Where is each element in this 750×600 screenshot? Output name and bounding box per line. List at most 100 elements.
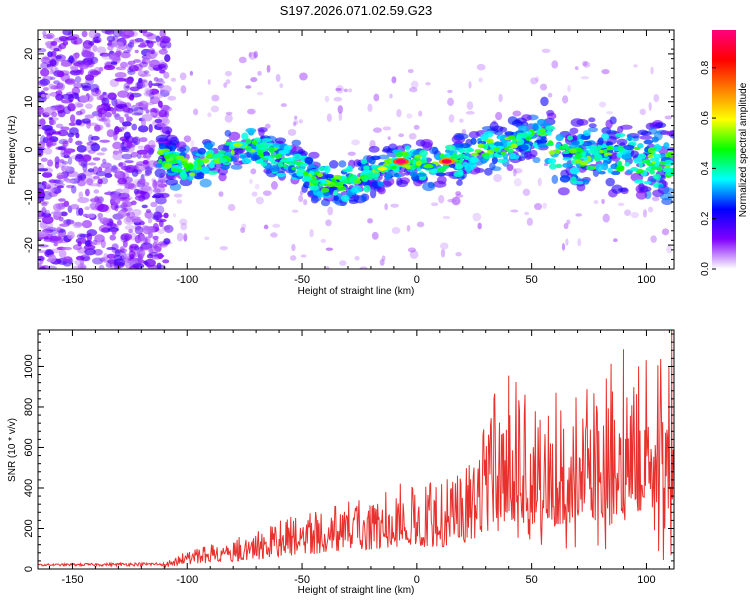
signal-cell [651, 160, 657, 164]
noise-cell [156, 180, 164, 188]
noise-cell [115, 171, 121, 176]
signal-cell [321, 180, 328, 184]
noise-cell [42, 55, 49, 63]
noise-cell [86, 178, 94, 186]
signal-cell [194, 175, 205, 180]
noise-cell [373, 93, 380, 102]
noise-cell [131, 38, 140, 44]
signal-cell [470, 152, 479, 157]
noise-cell [55, 93, 64, 101]
noise-cell [143, 70, 150, 75]
noise-cell [155, 218, 167, 223]
noise-cell [127, 41, 135, 48]
noise-cell [347, 151, 356, 156]
noise-cell [425, 82, 431, 86]
noise-cell [112, 56, 121, 62]
noise-cell [75, 110, 83, 116]
signal-cell [269, 165, 280, 172]
noise-cell [247, 108, 256, 115]
noise-cell [134, 235, 142, 244]
noise-cell [81, 220, 93, 229]
signal-cell [532, 123, 539, 132]
noise-cell [77, 174, 83, 181]
noise-cell [210, 105, 220, 113]
noise-cell [256, 91, 264, 96]
noise-cell [89, 83, 100, 93]
noise-cell [164, 54, 171, 63]
y-tick-label: 800 [23, 398, 35, 416]
signal-cell [338, 160, 347, 168]
signal-cell [499, 126, 508, 133]
noise-cell [102, 91, 107, 96]
noise-cell [60, 61, 72, 67]
noise-cell [266, 64, 271, 73]
signal-cell [540, 136, 547, 140]
signal-cell [547, 158, 557, 164]
signal-cell [591, 150, 600, 156]
noise-cell [292, 121, 297, 127]
signal-cell [155, 134, 169, 143]
signal-cell [363, 185, 371, 193]
noise-cell [62, 219, 75, 225]
noise-cell [112, 152, 124, 161]
noise-cell [121, 176, 133, 184]
snr-series-line [38, 330, 674, 569]
signal-cell [587, 127, 599, 133]
signal-cell [272, 143, 281, 148]
noise-cell [103, 253, 109, 261]
noise-cell [96, 112, 101, 121]
noise-cell [104, 30, 115, 35]
noise-cell [653, 94, 660, 103]
noise-cell [166, 41, 172, 49]
noise-cell [135, 102, 144, 107]
noise-cell [110, 167, 120, 173]
noise-cell [77, 263, 87, 269]
y-tick-label: 1000 [23, 354, 35, 378]
noise-cell [112, 141, 123, 150]
noise-cell [125, 212, 131, 217]
noise-cell [387, 136, 391, 141]
noise-cell [183, 234, 188, 243]
noise-cell [83, 244, 96, 250]
noise-cell [82, 85, 91, 92]
noise-cell [38, 168, 49, 172]
noise-cell [151, 83, 163, 87]
noise-cell [40, 94, 46, 98]
noise-cell [41, 124, 53, 132]
noise-cell [54, 182, 65, 187]
signal-cell [318, 182, 324, 187]
noise-cell [86, 122, 98, 126]
noise-cell [79, 94, 89, 104]
noise-cell [122, 239, 128, 248]
signal-cell [353, 179, 362, 185]
noise-cell [666, 245, 673, 254]
signal-cell [650, 166, 659, 170]
noise-cell [563, 223, 569, 230]
signal-cell [480, 133, 488, 141]
signal-cell [654, 122, 667, 129]
noise-cell [298, 194, 304, 203]
noise-cell [120, 61, 128, 68]
noise-cell [93, 189, 100, 194]
noise-cell [141, 57, 151, 65]
noise-cell [74, 76, 82, 83]
signal-cell [484, 167, 493, 176]
noise-cell [138, 30, 148, 34]
noise-cell [119, 248, 128, 253]
noise-cell [125, 215, 132, 223]
noise-cell [48, 179, 61, 184]
peak-cell [423, 164, 434, 169]
noise-cell [263, 224, 269, 230]
noise-cell [51, 187, 62, 194]
signal-cell [414, 154, 422, 159]
signal-cell [165, 178, 179, 186]
noise-cell [418, 110, 423, 117]
noise-cell [224, 113, 233, 123]
noise-cell [176, 199, 183, 204]
noise-cell [465, 111, 475, 115]
signal-cell [616, 138, 628, 146]
signal-cell [291, 139, 302, 147]
noise-cell [164, 224, 174, 233]
noise-cell [409, 250, 419, 259]
snr-border [37, 329, 675, 570]
